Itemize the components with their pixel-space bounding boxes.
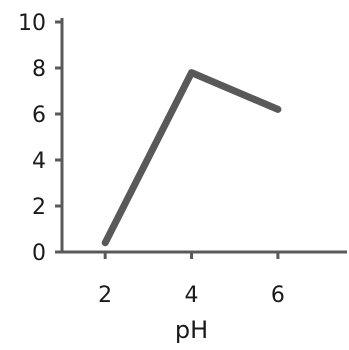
x-tick-label: 4 (185, 283, 199, 308)
y-tick-label: 2 (32, 195, 46, 220)
series-layer (101, 69, 282, 247)
x-tick-label: 2 (98, 283, 112, 308)
y-tick-label: 0 (32, 241, 46, 266)
y-tick-label: 8 (32, 57, 46, 82)
x-axis-ticks: 2 4 6 (98, 252, 285, 308)
y-tick-label: 6 (32, 103, 46, 128)
x-tick-label: 6 (271, 283, 285, 308)
y-tick-label: 4 (32, 149, 46, 174)
y-axis-ticks: 0 2 4 6 8 10 (18, 11, 62, 266)
x-axis-title: pH (175, 316, 208, 344)
y-tick-label: 10 (18, 11, 46, 36)
series-line (101, 69, 282, 247)
